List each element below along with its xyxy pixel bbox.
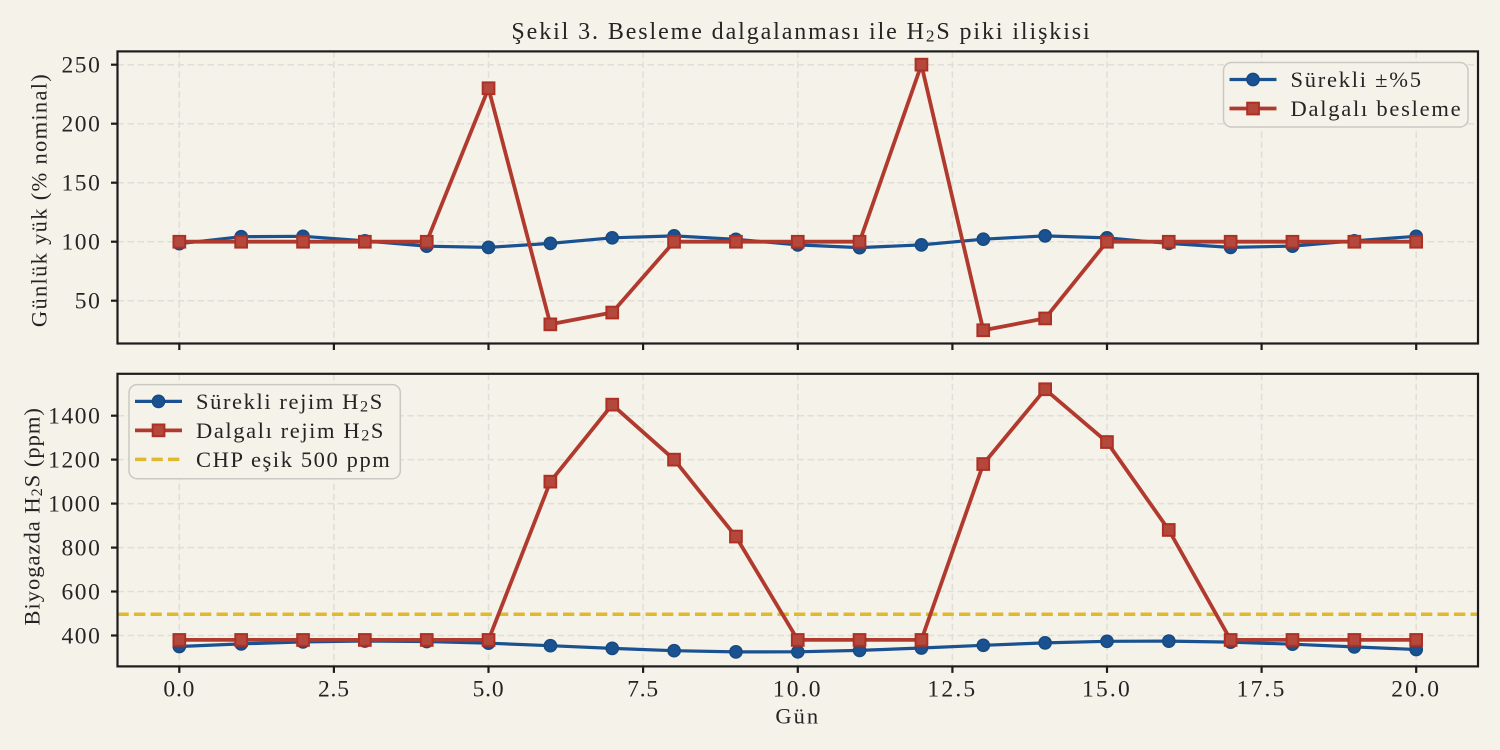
svg-text:0.0: 0.0 [163, 677, 195, 703]
svg-text:15.0: 15.0 [1082, 677, 1132, 703]
svg-text:1400: 1400 [48, 404, 101, 430]
svg-text:5.0: 5.0 [473, 677, 505, 703]
svg-text:Dalgalı rejim H2S: Dalgalı rejim H2S [196, 418, 385, 445]
svg-text:2.5: 2.5 [318, 677, 350, 703]
svg-text:12.5: 12.5 [927, 677, 977, 703]
svg-text:17.5: 17.5 [1237, 677, 1287, 703]
svg-text:Şekil 3. Besleme dalgalanması: Şekil 3. Besleme dalgalanması ile H2S pi… [511, 19, 1091, 46]
svg-text:20.0: 20.0 [1391, 677, 1441, 703]
svg-text:Gün: Gün [775, 704, 820, 729]
svg-text:7.5: 7.5 [627, 677, 659, 703]
svg-text:1200: 1200 [48, 447, 101, 473]
svg-text:250: 250 [61, 53, 101, 79]
svg-text:50: 50 [75, 289, 102, 315]
svg-text:Dalgalı besleme: Dalgalı besleme [1291, 96, 1463, 121]
svg-text:100: 100 [61, 230, 101, 256]
svg-text:10.0: 10.0 [773, 677, 823, 703]
svg-text:400: 400 [61, 623, 101, 649]
svg-text:150: 150 [61, 171, 101, 197]
svg-text:CHP eşik 500 ppm: CHP eşik 500 ppm [196, 447, 391, 472]
svg-text:200: 200 [61, 112, 101, 138]
svg-text:1000: 1000 [48, 491, 101, 517]
svg-text:600: 600 [61, 579, 101, 605]
svg-text:Biyogazda H2S (ppm): Biyogazda H2S (ppm) [20, 407, 47, 625]
svg-text:Günlük yük (% nominal): Günlük yük (% nominal) [27, 73, 52, 327]
svg-text:800: 800 [61, 535, 101, 561]
svg-text:Sürekli ±%5: Sürekli ±%5 [1291, 67, 1423, 92]
svg-text:Sürekli rejim H2S: Sürekli rejim H2S [196, 389, 384, 416]
